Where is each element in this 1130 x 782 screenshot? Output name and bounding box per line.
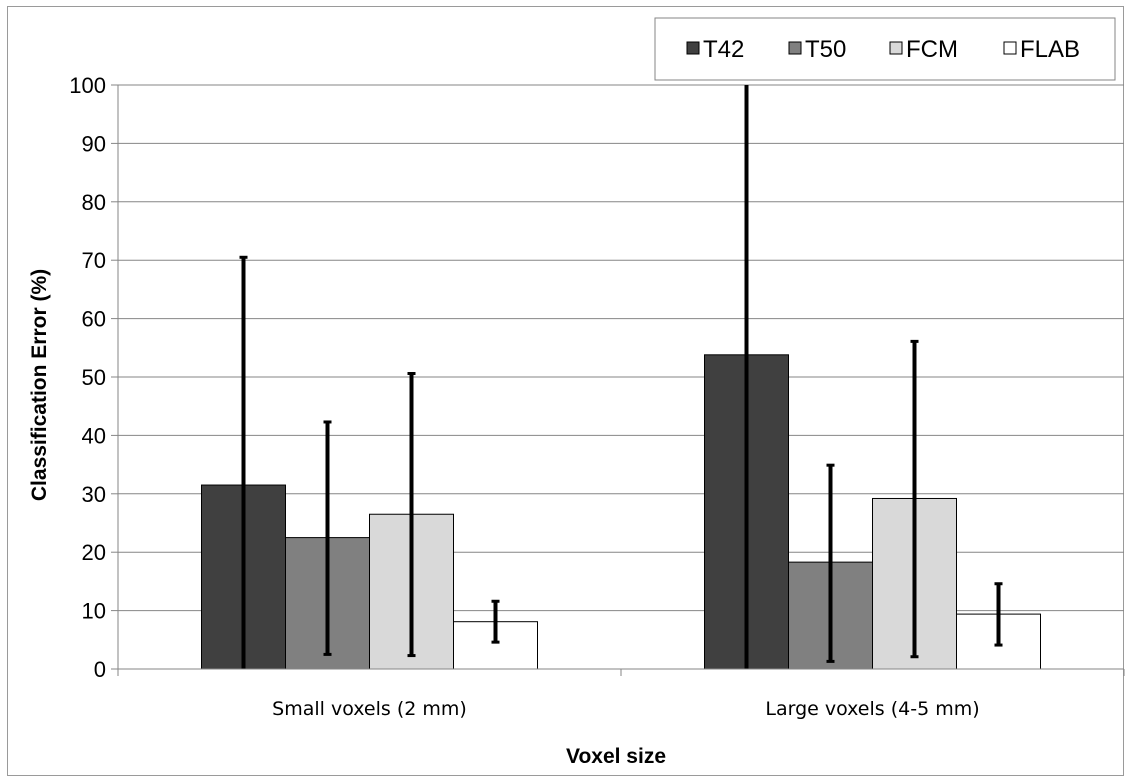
legend-swatch-flab [1003, 41, 1017, 55]
y-tick-label: 70 [82, 248, 106, 273]
legend-label-fcm: FCM [906, 36, 958, 63]
y-tick-label: 40 [82, 423, 106, 448]
y-tick-labels: 0 10 20 30 40 50 60 70 80 90 100 [69, 73, 106, 682]
error-bar-t50 [323, 420, 332, 656]
legend-label-flab: FLAB [1020, 36, 1080, 63]
legend-swatch-fcm [889, 41, 903, 55]
legend-swatch-t50 [788, 41, 802, 55]
error-bar-t50 [826, 463, 835, 663]
y-tick-label: 90 [82, 131, 106, 156]
x-axis-title: Voxel size [566, 745, 666, 768]
y-tick-label: 0 [94, 657, 106, 682]
legend-swatch-t42 [686, 41, 700, 55]
error-bar-flab [491, 599, 500, 644]
y-tick-label: 60 [82, 307, 106, 332]
y-tick-label: 80 [82, 190, 106, 215]
y-tick-label: 30 [82, 482, 106, 507]
legend-label-t42: T42 [703, 36, 744, 63]
error-bar-t42 [239, 255, 248, 669]
error-bar-fcm [910, 339, 919, 659]
x-category-labels: Small voxels (2 mm) Large voxels (4-5 mm) [272, 698, 979, 720]
y-tick-label: 50 [82, 365, 106, 390]
x-category-label: Large voxels (4-5 mm) [765, 698, 979, 720]
legend-label-t50: T50 [805, 36, 846, 63]
y-tick-label: 100 [69, 73, 106, 98]
error-bar-fcm [407, 371, 416, 658]
legend-box [654, 17, 1116, 81]
error-bar-flab [994, 582, 1003, 647]
x-category-label: Small voxels (2 mm) [272, 698, 467, 720]
y-tick-label: 10 [82, 599, 106, 624]
y-tick-label: 20 [82, 540, 106, 565]
legend: T42 T50 FCM FLAB [654, 17, 1116, 81]
error-bars [239, 85, 1003, 669]
y-axis-title: Classification Error (%) [28, 269, 51, 501]
